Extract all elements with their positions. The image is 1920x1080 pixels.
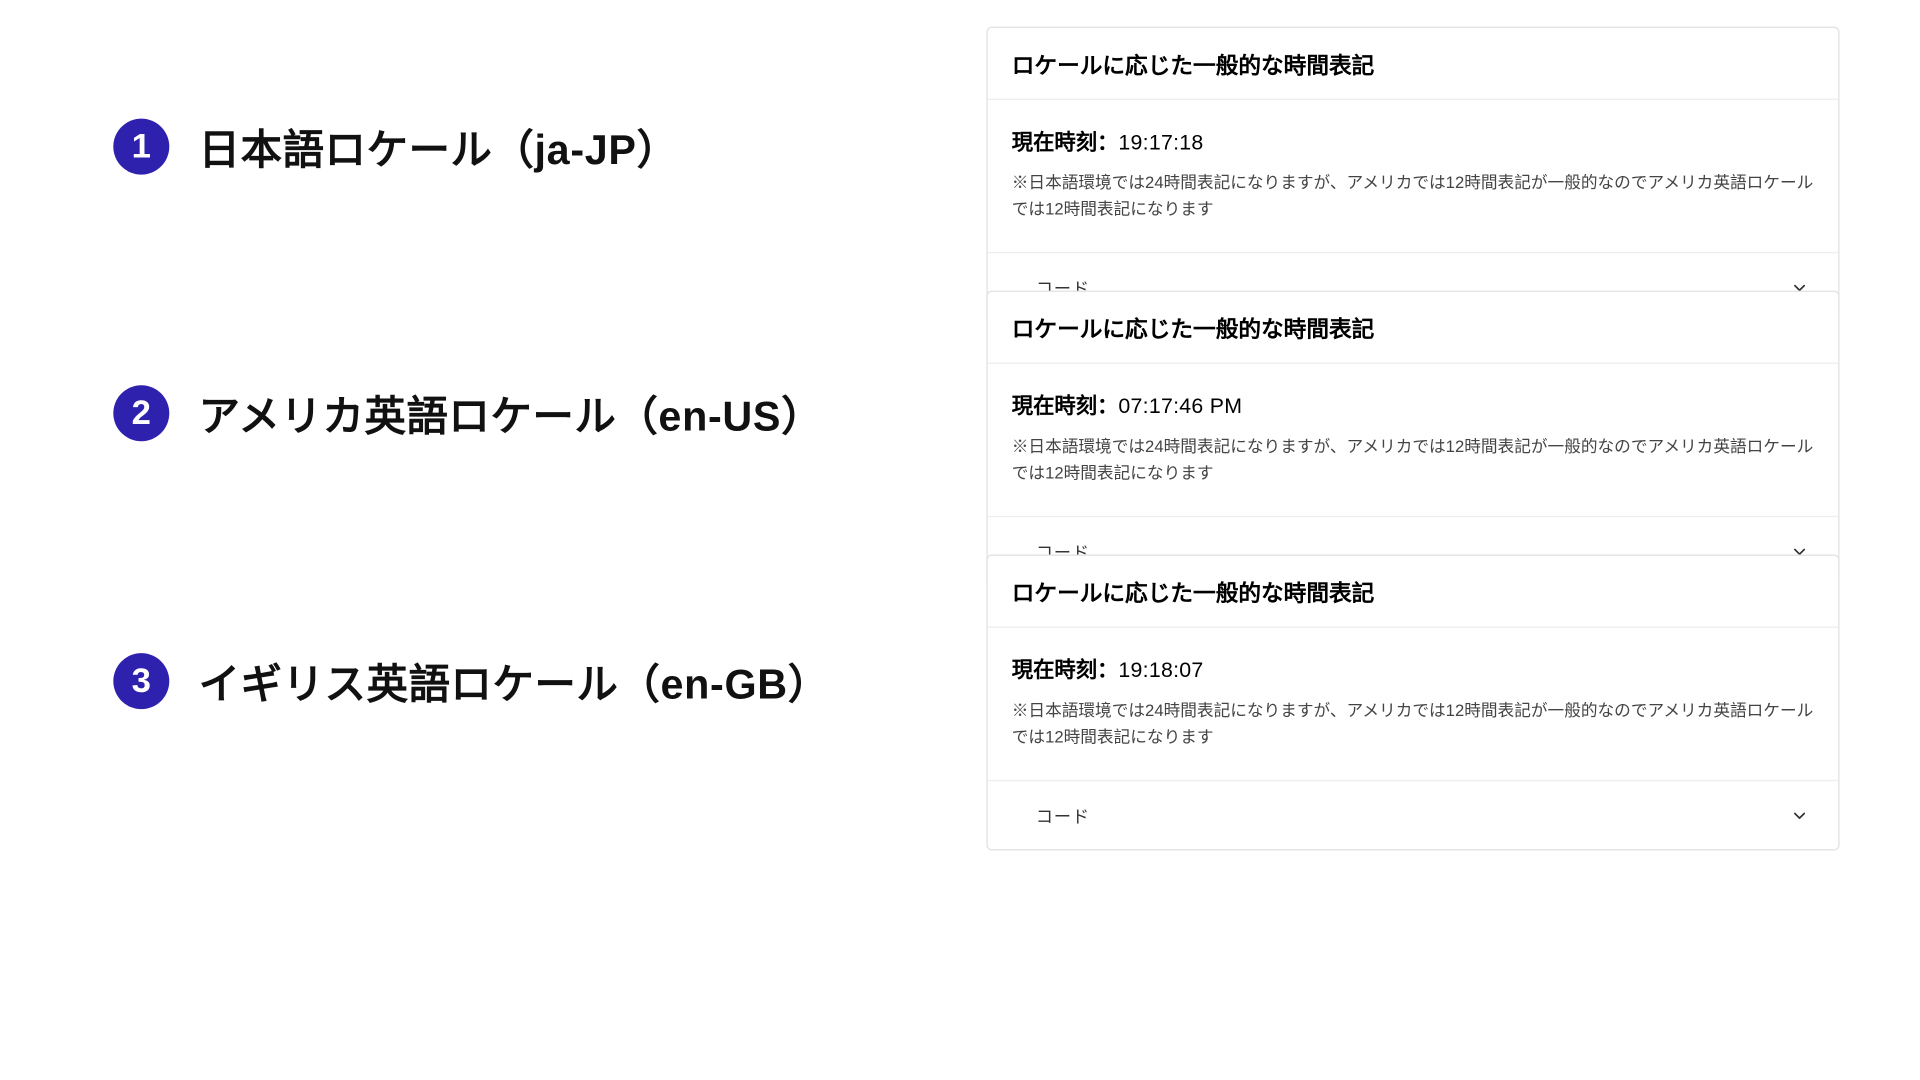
current-time-line: 現在時刻：07:17:46 PM [1012, 388, 1814, 420]
locale-title-en-us: アメリカ英語ロケール（en-US） [199, 383, 824, 443]
current-time-line: 現在時刻：19:18:07 [1012, 652, 1814, 684]
card-header: ロケールに応じた一般的な時間表記 [988, 28, 1838, 100]
time-format-card-ja-jp: ロケールに応じた一般的な時間表記 現在時刻：19:17:18 ※日本語環境では2… [986, 27, 1839, 323]
card-body: 現在時刻：19:18:07 ※日本語環境では24時間表記になりますが、アメリカで… [988, 628, 1838, 780]
chevron-down-icon [1790, 806, 1809, 825]
time-format-note: ※日本語環境では24時間表記になりますが、アメリカでは12時間表記が一般的なので… [1012, 169, 1814, 222]
badge-number: 1 [132, 125, 151, 166]
current-time-value: 07:17:46 PM [1118, 396, 1242, 419]
card-header: ロケールに応じた一般的な時間表記 [988, 556, 1838, 628]
current-time-label: 現在時刻： [1012, 132, 1119, 155]
code-expand-row[interactable]: コード [988, 780, 1838, 849]
time-format-note: ※日本語環境では24時間表記になりますが、アメリカでは12時間表記が一般的なので… [1012, 697, 1814, 750]
badge-number: 3 [132, 660, 151, 701]
current-time-label: 現在時刻： [1012, 660, 1119, 683]
locale-row-en-us: 2 アメリカ英語ロケール（en-US） [113, 383, 823, 443]
current-time-value: 19:17:18 [1118, 132, 1203, 155]
badge-number: 2 [132, 392, 151, 433]
time-format-card-en-gb: ロケールに応じた一般的な時間表記 現在時刻：19:18:07 ※日本語環境では2… [986, 555, 1839, 851]
current-time-value: 19:18:07 [1118, 660, 1203, 683]
number-badge-2: 2 [113, 385, 169, 441]
time-format-card-en-us: ロケールに応じた一般的な時間表記 現在時刻：07:17:46 PM ※日本語環境… [986, 291, 1839, 587]
current-time-line: 現在時刻：19:17:18 [1012, 124, 1814, 156]
locale-row-ja-jp: 1 日本語ロケール（ja-JP） [113, 116, 678, 176]
number-badge-1: 1 [113, 118, 169, 174]
locale-row-en-gb: 3 イギリス英語ロケール（en-GB） [113, 651, 829, 711]
code-label: コード [1036, 802, 1090, 827]
current-time-label: 現在時刻： [1012, 396, 1119, 419]
number-badge-3: 3 [113, 653, 169, 709]
card-body: 現在時刻：07:17:46 PM ※日本語環境では24時間表記になりますが、アメ… [988, 364, 1838, 516]
card-body: 現在時刻：19:17:18 ※日本語環境では24時間表記になりますが、アメリカで… [988, 100, 1838, 252]
time-format-note: ※日本語環境では24時間表記になりますが、アメリカでは12時間表記が一般的なので… [1012, 433, 1814, 486]
card-header: ロケールに応じた一般的な時間表記 [988, 292, 1838, 364]
locale-title-ja-jp: 日本語ロケール（ja-JP） [199, 116, 679, 176]
locale-title-en-gb: イギリス英語ロケール（en-GB） [199, 651, 830, 711]
